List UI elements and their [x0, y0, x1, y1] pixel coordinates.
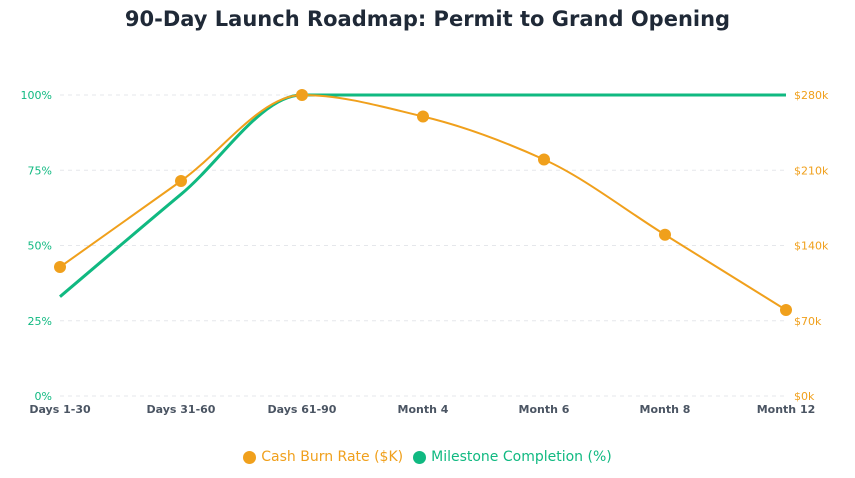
legend-label-milestone: Milestone Completion (%) [431, 449, 612, 465]
legend-item-milestone[interactable]: Milestone Completion (%) [413, 449, 612, 465]
series-layer [54, 89, 792, 316]
legend-label-cash-burn: Cash Burn Rate ($K) [261, 449, 404, 465]
y-left-tick-label: 50% [28, 240, 52, 253]
y-right-tick-label: $140k [794, 240, 829, 253]
y-right-tick-label: $70k [794, 315, 822, 328]
y-right-tick-label: $210k [794, 164, 829, 177]
y-axis-left: 0% 25% 50% 75% 100% [21, 89, 52, 403]
chart-title: 90-Day Launch Roadmap: Permit to Grand O… [124, 7, 731, 31]
legend: Cash Burn Rate ($K) Milestone Completion… [0, 449, 855, 465]
data-point-cash-burn [296, 89, 308, 101]
y-right-tick-label: $0k [794, 390, 815, 403]
x-tick-label: Month 12 [757, 403, 816, 416]
gridlines [60, 94, 786, 397]
y-left-tick-label: 75% [28, 164, 52, 177]
x-tick-label: Month 8 [640, 403, 691, 416]
legend-marker-milestone [413, 450, 427, 464]
x-tick-label: Month 4 [398, 403, 449, 416]
legend-marker-cash-burn [243, 450, 257, 464]
y-axis-right: $0k $70k $140k $210k $280k [794, 89, 829, 403]
data-point-cash-burn [54, 261, 66, 273]
data-point-cash-burn [780, 304, 792, 316]
x-axis: Days 1-30 Days 31-60 Days 61-90 Month 4 Mont… [29, 403, 815, 416]
data-point-cash-burn [175, 175, 187, 187]
data-point-cash-burn [538, 153, 550, 166]
x-tick-label: Month 6 [519, 403, 570, 416]
data-point-cash-burn [659, 228, 671, 241]
x-tick-label: Days 31-60 [147, 403, 216, 416]
y-left-tick-label: 25% [28, 315, 52, 328]
y-left-tick-label: 100% [21, 89, 52, 102]
series-line-milestone [59, 93, 786, 298]
y-right-tick-label: $280k [794, 89, 829, 102]
data-point-cash-burn [417, 110, 429, 123]
y-left-tick-label: 0% [35, 390, 52, 403]
legend-item-cash-burn[interactable]: Cash Burn Rate ($K) [243, 449, 403, 465]
x-tick-label: Days 61-90 [268, 403, 337, 416]
x-tick-label: Days 1-30 [29, 403, 91, 416]
